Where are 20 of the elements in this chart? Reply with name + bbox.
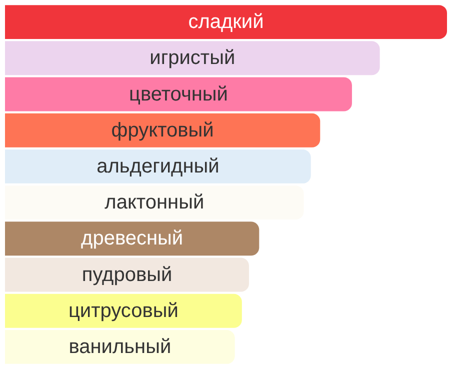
bar <box>5 77 352 112</box>
y-tick-label: игристый <box>150 47 236 70</box>
y-tick-label: цитрусовый <box>68 300 178 322</box>
bar <box>5 113 320 148</box>
y-tick-label: сладкий <box>188 11 264 34</box>
bar <box>5 5 447 40</box>
bar <box>5 41 380 76</box>
bar <box>5 294 242 328</box>
bar <box>5 222 260 256</box>
y-tick-label: древесный <box>81 228 184 250</box>
y-tick-label: альдегидный <box>96 155 220 178</box>
y-tick-label: фруктовый <box>111 119 214 142</box>
bar <box>5 330 235 364</box>
y-tick-label: пудровый <box>82 264 172 286</box>
y-tick-label: лактонный <box>104 192 204 214</box>
y-tick-label: цветочный <box>129 83 228 106</box>
bar <box>5 149 311 184</box>
y-tick-label: ванильный <box>68 336 172 358</box>
bar <box>5 258 249 292</box>
bar <box>5 186 304 220</box>
